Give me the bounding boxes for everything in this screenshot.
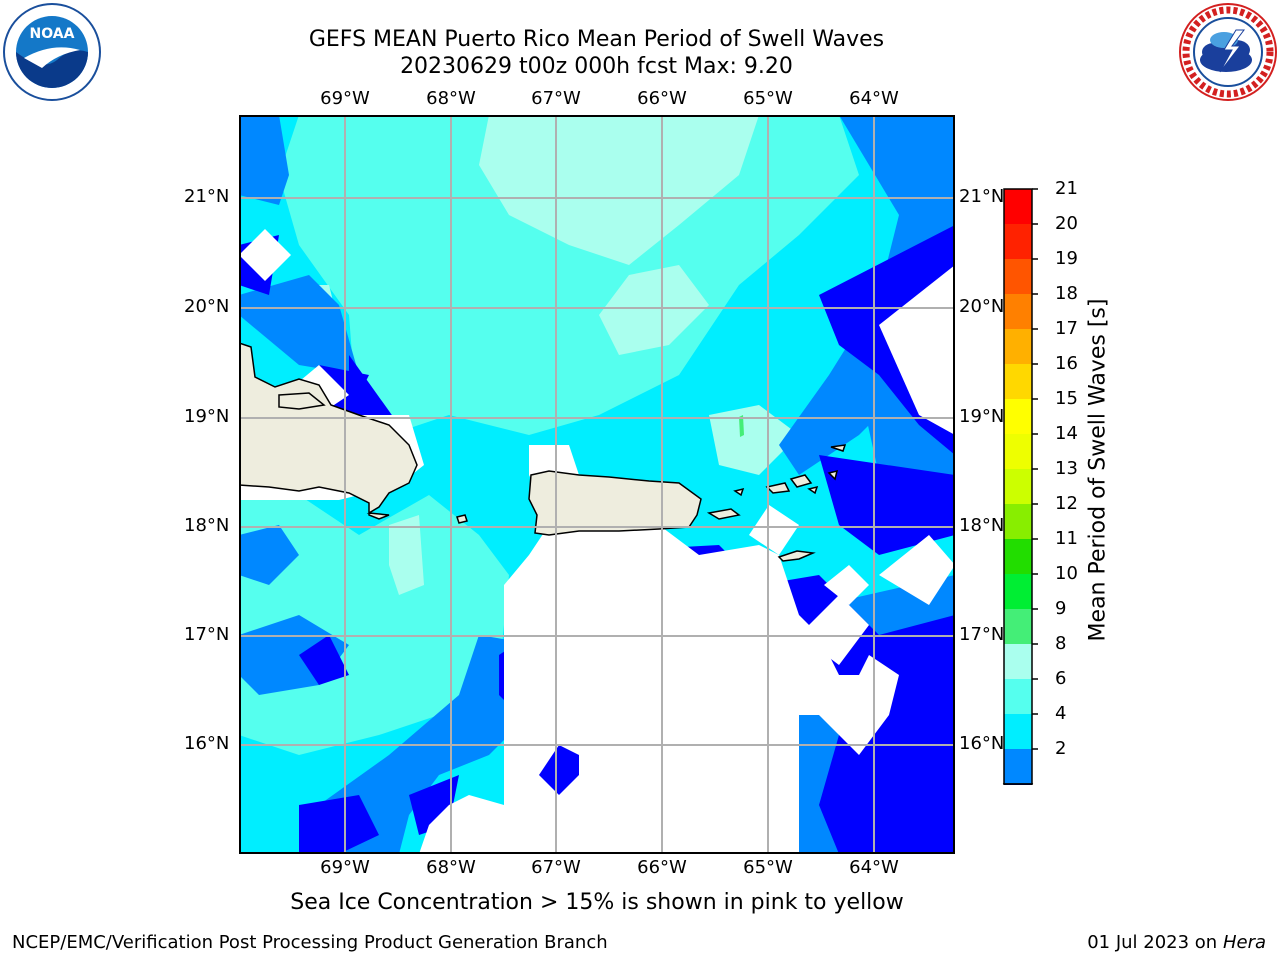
colorbar-tick-label: 9 bbox=[1055, 598, 1067, 619]
colorbar-tick-label: 16 bbox=[1055, 353, 1078, 374]
lon-label-top: 69°W bbox=[320, 88, 370, 109]
footer-credit: NCEP/EMC/Verification Post Processing Pr… bbox=[12, 932, 608, 953]
colorbar-tick-label: 17 bbox=[1055, 318, 1078, 339]
colorbar-segment bbox=[1004, 609, 1032, 644]
nws-logo bbox=[1179, 3, 1277, 101]
colorbar-segment bbox=[1004, 294, 1032, 329]
lat-label-left: 20°N bbox=[184, 296, 230, 317]
colorbar-title: Mean Period of Swell Waves [s] bbox=[1085, 298, 1111, 642]
colorbar-segment bbox=[1004, 434, 1032, 469]
chart-subtitle: 20230629 t00z 000h fcst Max: 9.20 bbox=[400, 54, 793, 79]
colorbar-tick-label: 13 bbox=[1055, 458, 1078, 479]
colorbar-tick-label: 10 bbox=[1055, 563, 1078, 584]
lat-label-left: 19°N bbox=[184, 406, 230, 427]
lon-label-bottom: 67°W bbox=[531, 857, 581, 878]
sea-ice-note: Sea Ice Concentration > 15% is shown in … bbox=[290, 890, 904, 915]
colorbar-tick-label: 20 bbox=[1055, 213, 1078, 234]
noaa-logo: NOAA bbox=[3, 3, 101, 101]
lon-label-bottom: 66°W bbox=[637, 857, 687, 878]
lon-label-top: 67°W bbox=[531, 88, 581, 109]
colorbar-tick-label: 12 bbox=[1055, 493, 1078, 514]
colorbar-tick-label: 14 bbox=[1055, 423, 1078, 444]
footer-date-text: 01 Jul 2023 on bbox=[1087, 932, 1223, 953]
colorbar-tick-label: 21 bbox=[1055, 178, 1078, 199]
chart-title: GEFS MEAN Puerto Rico Mean Period of Swe… bbox=[308, 27, 885, 52]
colorbar-segment bbox=[1004, 224, 1032, 259]
lon-label-bottom: 68°W bbox=[426, 857, 476, 878]
lat-label-left: 17°N bbox=[184, 624, 230, 645]
noaa-logo-text: NOAA bbox=[30, 26, 75, 42]
colorbar-tick-label: 18 bbox=[1055, 283, 1078, 304]
lat-label-left: 21°N bbox=[184, 186, 230, 207]
colorbar-tick-label: 19 bbox=[1055, 248, 1078, 269]
colorbar-segment bbox=[1004, 189, 1032, 224]
lon-label-top: 64°W bbox=[849, 88, 899, 109]
footer-machine: Hera bbox=[1222, 932, 1266, 953]
lon-label-bottom: 69°W bbox=[320, 857, 370, 878]
colorbar-outline bbox=[1003, 188, 1033, 785]
lon-label-top: 66°W bbox=[637, 88, 687, 109]
lon-label-bottom: 64°W bbox=[849, 857, 899, 878]
lon-label-top: 68°W bbox=[426, 88, 476, 109]
lat-label-right: 20°N bbox=[959, 296, 1005, 317]
colorbar-segment bbox=[1004, 644, 1032, 679]
colorbar-tick-label: 6 bbox=[1055, 668, 1067, 689]
colorbar-segment bbox=[1004, 539, 1032, 574]
colorbar-segment bbox=[1004, 749, 1032, 784]
lon-label-bottom: 65°W bbox=[743, 857, 793, 878]
colorbar-segment bbox=[1004, 679, 1032, 714]
footer-date: 01 Jul 2023 on Hera bbox=[1087, 932, 1266, 953]
lat-label-right: 17°N bbox=[959, 624, 1005, 645]
lat-label-right: 18°N bbox=[959, 515, 1005, 536]
lon-label-top: 65°W bbox=[743, 88, 793, 109]
colorbar bbox=[1002, 188, 1038, 785]
lat-label-left: 18°N bbox=[184, 515, 230, 536]
colorbar-tick-label: 2 bbox=[1055, 738, 1067, 759]
colorbar-segment bbox=[1004, 504, 1032, 539]
colorbar-tick-label: 8 bbox=[1055, 633, 1067, 654]
colorbar-tick-label: 4 bbox=[1055, 703, 1067, 724]
colorbar-tick-label: 11 bbox=[1055, 528, 1078, 549]
colorbar-segment bbox=[1004, 469, 1032, 504]
lat-label-right: 19°N bbox=[959, 406, 1005, 427]
lat-label-right: 21°N bbox=[959, 186, 1005, 207]
lat-label-right: 16°N bbox=[959, 733, 1005, 754]
colorbar-segment bbox=[1004, 329, 1032, 364]
colorbar-segment bbox=[1004, 714, 1032, 749]
colorbar-segment bbox=[1004, 259, 1032, 294]
colorbar-tick-label: 15 bbox=[1055, 388, 1078, 409]
colorbar-segment bbox=[1004, 364, 1032, 399]
colorbar-segment bbox=[1004, 574, 1032, 609]
lat-label-left: 16°N bbox=[184, 733, 230, 754]
colorbar-segment bbox=[1004, 399, 1032, 434]
swell-period-map bbox=[239, 115, 955, 854]
